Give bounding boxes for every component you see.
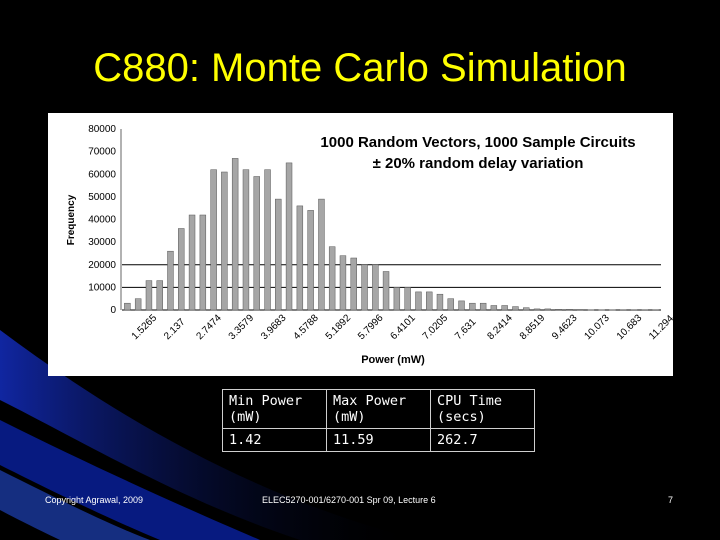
- histogram-bar: [587, 309, 595, 311]
- x-tick-label: 2.137: [162, 316, 188, 342]
- table-header-row: Min Power (mW) Max Power (mW) CPU Time (…: [222, 389, 535, 429]
- histogram-bar: [566, 309, 573, 311]
- y-tick-label: 30000: [88, 237, 116, 248]
- histogram-bar: [576, 309, 584, 311]
- x-tick-label: 1.5265: [130, 312, 160, 342]
- histogram-bar: [469, 302, 476, 311]
- y-axis-label: Frequency: [66, 194, 77, 245]
- x-tick-label: 3.9683: [259, 312, 289, 342]
- x-tick-label: 10.683: [615, 312, 645, 342]
- histogram-bar: [350, 257, 357, 311]
- header-max-power: Max Power (mW): [326, 389, 431, 429]
- histogram-bar: [436, 293, 444, 311]
- histogram-bar: [264, 169, 271, 311]
- page-number: 7: [668, 495, 674, 505]
- x-tick-label: 7.0205: [421, 312, 451, 342]
- histogram-bar: [275, 198, 282, 311]
- x-tick-label: 7.631: [453, 316, 479, 342]
- y-tick-label: 10000: [88, 282, 116, 293]
- histogram-bar: [415, 291, 422, 311]
- histogram-bar: [479, 302, 487, 311]
- x-tick-label: 6.4101: [388, 312, 418, 342]
- x-tick-label: 5.1892: [324, 312, 354, 342]
- header-min-power: Min Power (mW): [222, 389, 327, 429]
- histogram-bar: [221, 171, 228, 311]
- x-tick-label: 4.5788: [291, 312, 321, 342]
- histogram-bar: [382, 271, 390, 311]
- histogram-bar: [393, 287, 401, 311]
- histogram-bar: [458, 300, 465, 311]
- chart-title-line-2: ± 20% random delay variation: [373, 155, 584, 172]
- x-tick-label: 5.7996: [356, 312, 386, 342]
- histogram-bar: [652, 309, 659, 311]
- x-tick-label: 11.294: [647, 313, 673, 342]
- histogram-bar: [134, 298, 142, 311]
- histogram-bar: [253, 176, 260, 311]
- histogram-bar: [426, 291, 433, 311]
- histogram-bar: [124, 302, 131, 311]
- y-tick-label: 40000: [88, 215, 116, 226]
- histogram-svg: 0 10000 20000 30000 40000 50000 60000 70000 8000…: [66, 124, 673, 366]
- histogram-bar: [210, 169, 217, 311]
- histogram-bar: [544, 308, 551, 311]
- histogram-bar: [167, 250, 174, 311]
- histogram-bar: [188, 214, 196, 311]
- histogram-bar: [501, 305, 508, 311]
- histogram-bar: [490, 305, 498, 311]
- stats-table: Min Power (mW) Max Power (mW) CPU Time (…: [222, 389, 535, 452]
- footer-course: ELEC5270-001/6270-001 Spr 09, Lecture 6: [262, 495, 436, 505]
- x-tick-label: 8.8519: [518, 312, 548, 342]
- y-tick-label: 70000: [88, 147, 116, 158]
- value-min-power: 1.42: [222, 428, 327, 452]
- histogram-bar: [328, 246, 336, 311]
- slide-title: C880: Monte Carlo Simulation: [93, 46, 627, 90]
- histogram-bar: [630, 309, 638, 311]
- value-max-power: 11.59: [326, 428, 431, 452]
- y-tick-label: 60000: [88, 169, 116, 180]
- y-tick-label: 0: [110, 305, 116, 316]
- table-value-row: 1.42 11.59 262.7: [222, 428, 535, 452]
- histogram-chart: 0 10000 20000 30000 40000 50000 60000 70000 8000…: [48, 113, 673, 376]
- histogram-bar: [296, 205, 304, 311]
- histogram-bar: [609, 309, 616, 311]
- histogram-bar: [404, 287, 411, 311]
- y-tick-label: 50000: [88, 192, 116, 203]
- histogram-bar: [285, 162, 293, 311]
- histogram-bar: [318, 198, 325, 311]
- value-cpu-time: 262.7: [430, 428, 535, 452]
- y-tick-label: 20000: [88, 260, 116, 271]
- chart-title-line-1: 1000 Random Vectors, 1000 Sample Circuit…: [320, 134, 635, 151]
- x-tick-label: 10.073: [582, 312, 612, 342]
- histogram-bar: [361, 264, 368, 311]
- histogram-bar: [242, 169, 250, 311]
- histogram-bar: [533, 308, 541, 311]
- x-tick-label: 8.2414: [485, 312, 515, 342]
- histogram-bar: [339, 255, 347, 311]
- histogram-bar: [447, 298, 454, 311]
- histogram-bar: [199, 214, 207, 311]
- x-tick-label: 2.7474: [194, 312, 224, 342]
- histogram-bar: [145, 280, 153, 311]
- histogram-bar: [178, 228, 185, 311]
- histogram-bar: [641, 309, 649, 311]
- y-tick-label: 80000: [88, 124, 116, 135]
- x-axis-label: Power (mW): [361, 354, 425, 366]
- histogram-bar: [620, 309, 627, 311]
- header-cpu-time: CPU Time (secs): [430, 389, 535, 429]
- histogram-bar: [307, 210, 314, 311]
- histogram-bar: [555, 309, 562, 311]
- x-tick-label: 3.3579: [227, 312, 257, 342]
- histogram-bar: [372, 264, 379, 311]
- histogram-bar: [231, 158, 239, 311]
- histogram-bar: [523, 307, 530, 311]
- x-tick-label: 9.4623: [550, 312, 580, 342]
- histogram-bar: [512, 306, 519, 311]
- histogram-bar: [598, 309, 605, 311]
- histogram-bar: [156, 280, 163, 311]
- footer-copyright: Copyright Agrawal, 2009: [45, 495, 144, 505]
